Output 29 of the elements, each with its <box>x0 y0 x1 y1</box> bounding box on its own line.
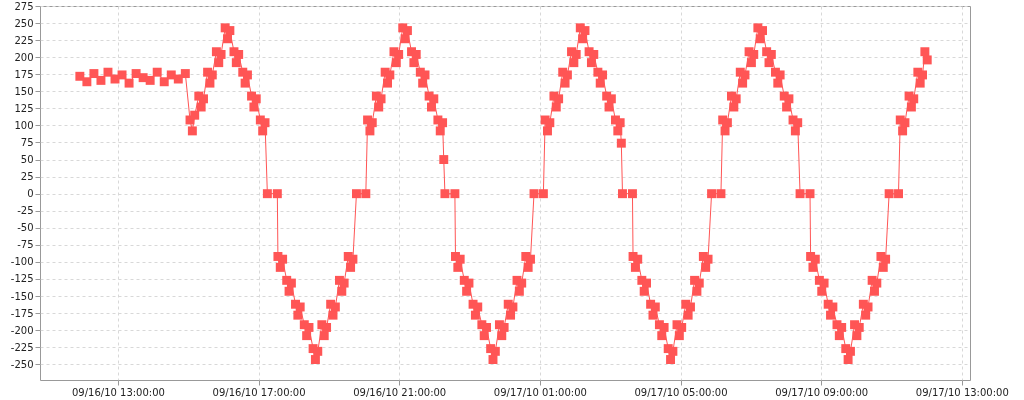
y-tick-label: -225 <box>10 341 34 353</box>
y-tick-label: 250 <box>14 17 34 29</box>
x-tick-label: 09/17/10 05:00:00 <box>634 386 728 398</box>
y-tick-label: 25 <box>20 171 34 183</box>
x-tick-label: 09/16/10 17:00:00 <box>212 386 306 398</box>
x-tick-label: 09/16/10 21:00:00 <box>353 386 447 398</box>
y-tick-label: -150 <box>10 290 34 302</box>
y-tick-label: 225 <box>14 34 34 46</box>
x-tick-label: 09/17/10 13:00:00 <box>915 386 1009 398</box>
x-tick-label: 09/17/10 09:00:00 <box>775 386 869 398</box>
y-tick-label: 125 <box>14 102 34 114</box>
y-tick-label: 50 <box>20 154 34 166</box>
y-tick-label: 275 <box>14 0 34 12</box>
y-tick-label: 0 <box>27 188 34 200</box>
y-tick-label: -25 <box>17 205 34 217</box>
y-tick-label: -100 <box>10 256 34 268</box>
y-tick-label: -250 <box>10 358 34 370</box>
y-tick-label: -75 <box>17 239 34 251</box>
y-tick-label: 100 <box>14 119 34 131</box>
y-tick-label: 200 <box>14 51 34 63</box>
x-tick-label: 09/17/10 01:00:00 <box>493 386 587 398</box>
y-tick-label: -125 <box>10 273 34 285</box>
y-tick-label: 75 <box>20 137 34 148</box>
y-tick-label: -200 <box>10 324 34 336</box>
y-tick-label: -175 <box>10 307 34 319</box>
y-tick-label: 150 <box>14 85 34 97</box>
y-tick-label: -50 <box>17 222 34 234</box>
y-tick-label: 175 <box>14 68 34 80</box>
x-tick-label: 09/16/10 13:00:00 <box>71 386 165 398</box>
